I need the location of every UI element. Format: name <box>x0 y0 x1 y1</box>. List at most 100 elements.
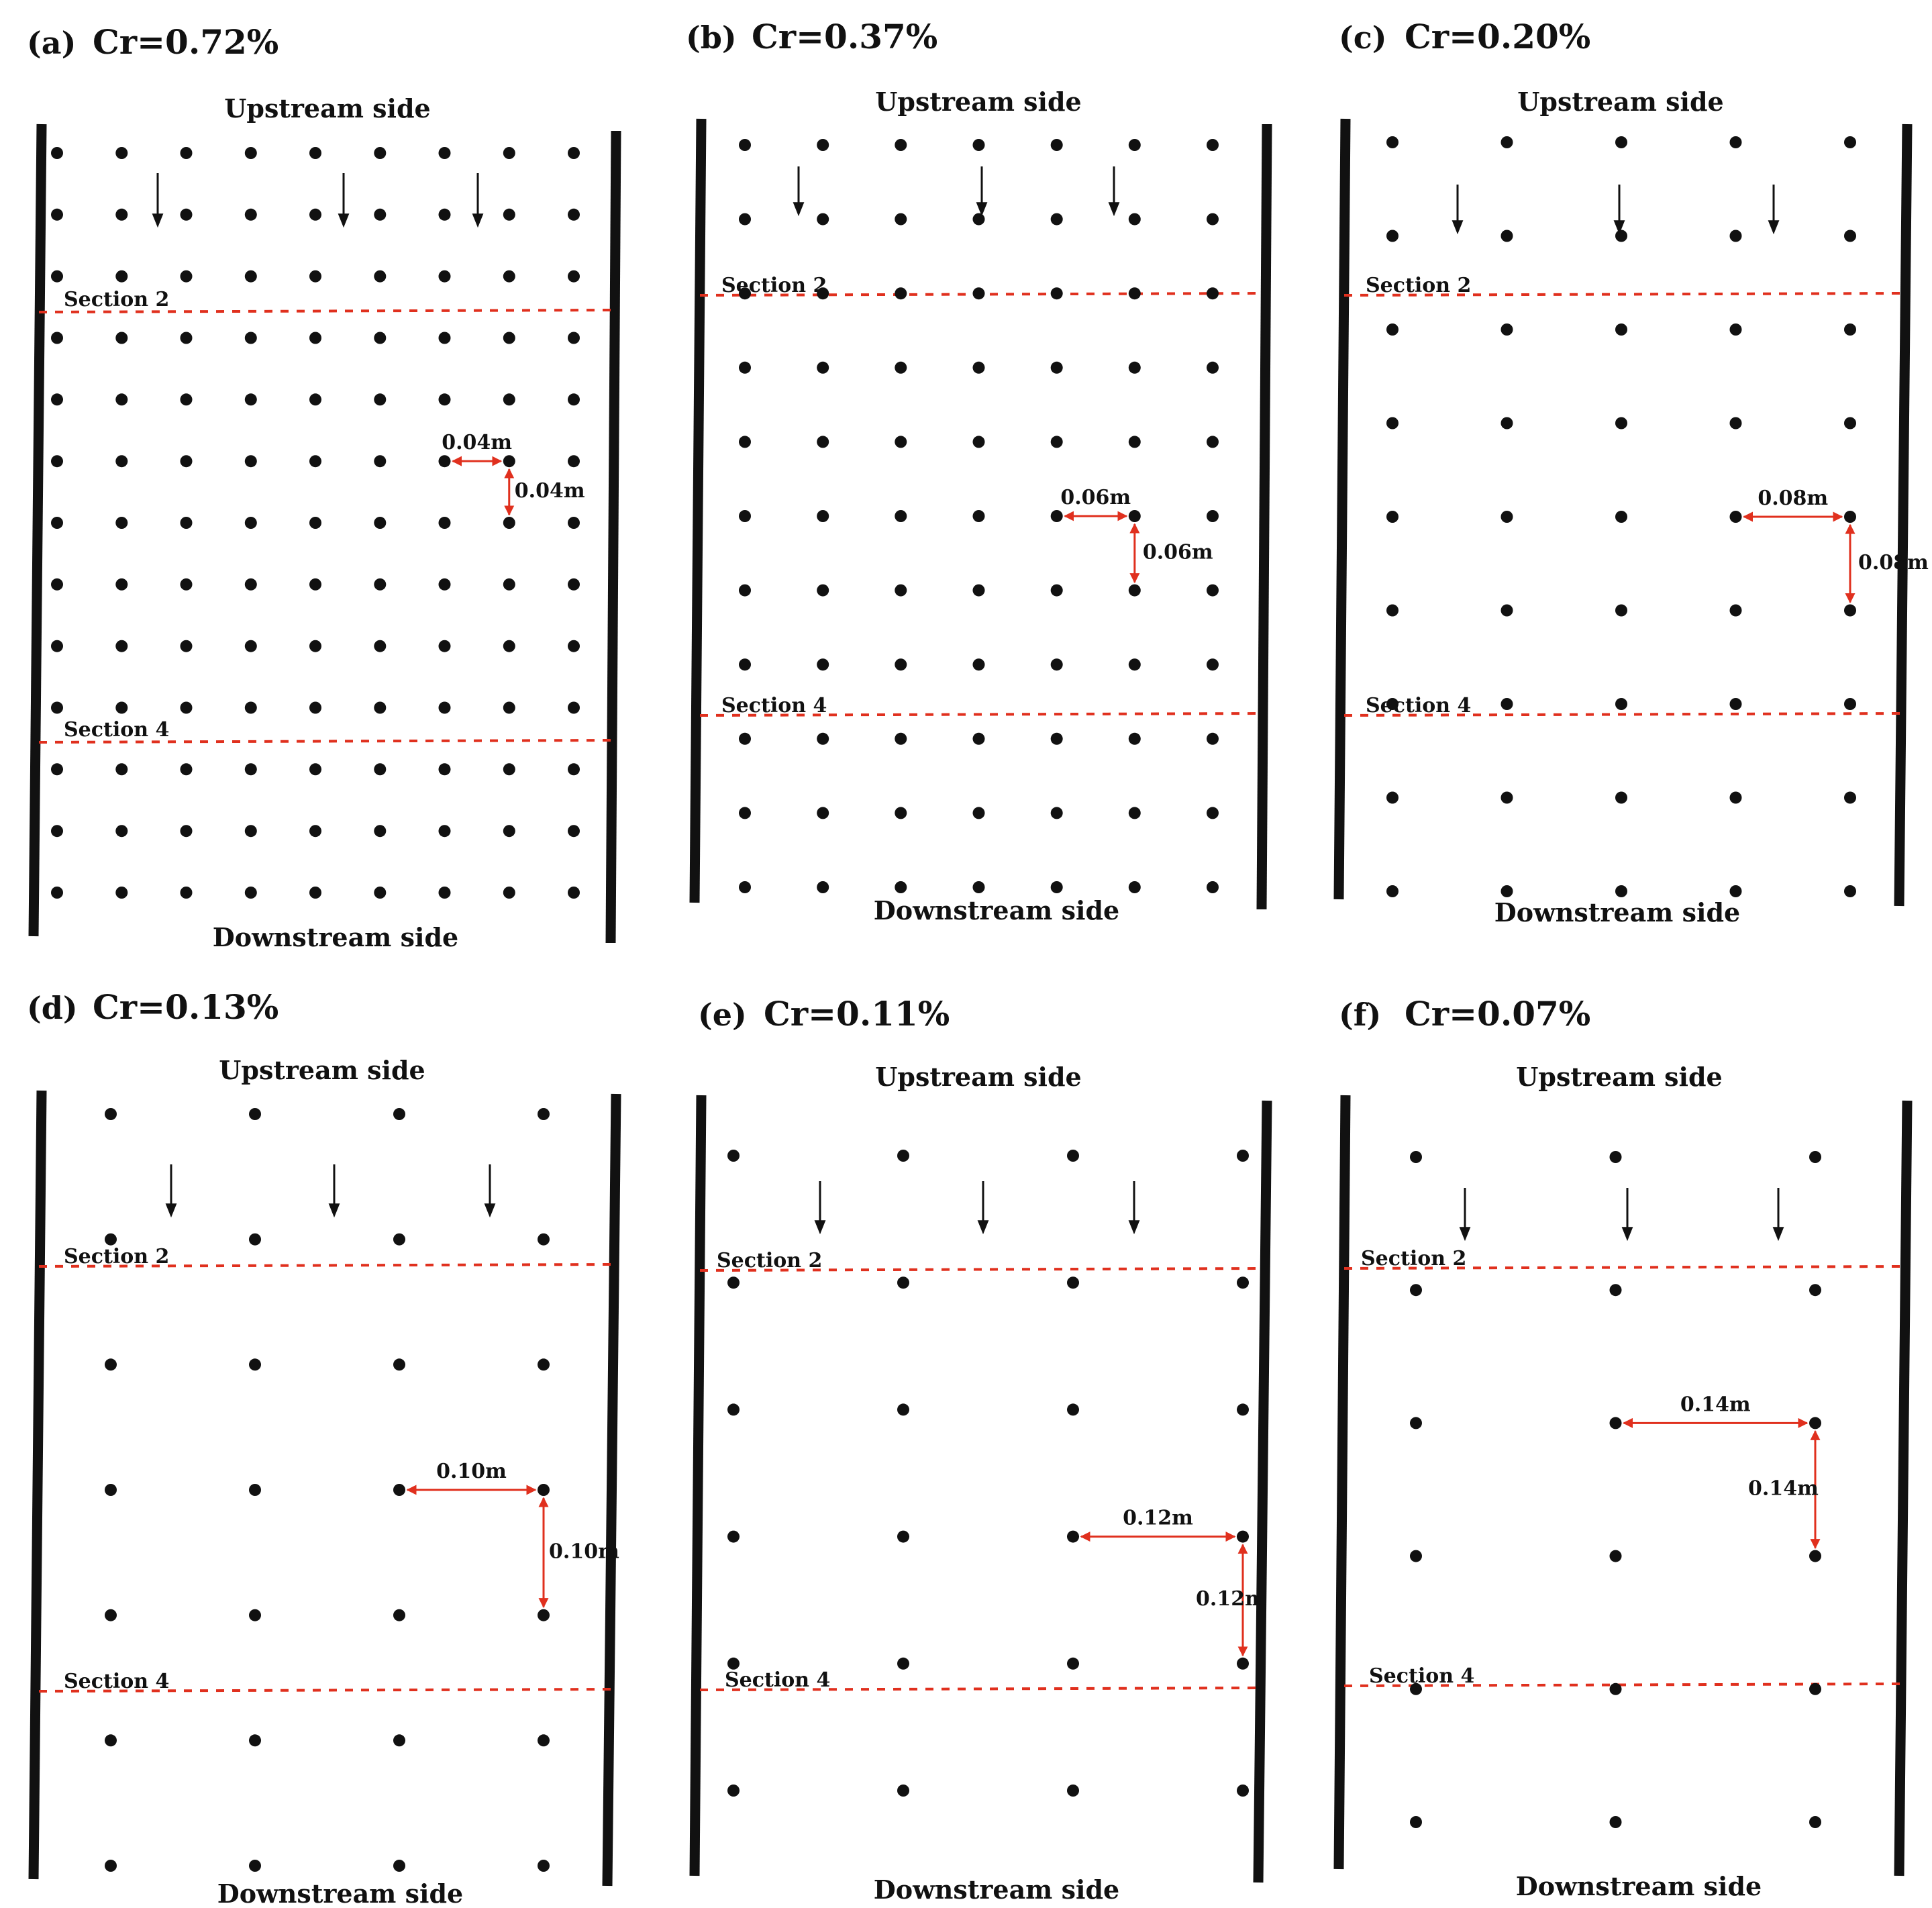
cylinder-dot <box>1386 136 1399 148</box>
cylinder-dot <box>244 208 257 221</box>
downstream-label: Downstream side <box>1516 1871 1762 1901</box>
flume-wall-left <box>28 123 47 937</box>
cylinder-dot <box>1128 139 1141 151</box>
cylinder-dot <box>568 208 580 221</box>
cylinder-dot <box>1207 436 1219 448</box>
cylinder-dot <box>249 1358 261 1371</box>
cylinder-dot <box>374 517 387 529</box>
section-4-line <box>699 712 1262 717</box>
cylinder-dot <box>180 763 193 776</box>
cylinder-dot <box>374 270 387 283</box>
cylinder-grid <box>1386 136 1856 897</box>
section-2-label: Section 2 <box>64 1245 169 1268</box>
horizontal-spacing-label: 0.14m <box>1680 1393 1751 1416</box>
cylinder-dot <box>895 139 907 151</box>
upstream-label: Upstream side <box>875 1062 1082 1092</box>
cylinder-dot <box>1501 698 1513 710</box>
cylinder-dot <box>115 887 128 899</box>
cylinder-dot <box>1237 1785 1249 1797</box>
cylinder-dot <box>249 1108 261 1120</box>
flume-wall-right <box>605 130 621 944</box>
panel-title: Cr=0.13% <box>93 987 278 1027</box>
cylinder-dot <box>393 1233 405 1246</box>
cylinder-dot <box>1501 417 1513 430</box>
flume-wall-left <box>1333 1095 1351 1870</box>
horizontal-spacing-label: 0.06m <box>1060 486 1131 509</box>
cylinder-dot <box>1237 1150 1249 1162</box>
cylinder-dot <box>897 1150 909 1162</box>
cylinder-dot <box>1729 136 1742 148</box>
cylinder-dot <box>438 701 451 714</box>
cylinder-dot <box>105 1233 117 1246</box>
cylinder-dot <box>739 881 751 893</box>
downstream-label: Downstream side <box>874 895 1119 925</box>
cylinder-dot <box>105 1860 117 1872</box>
panel-a: (a) Cr=0.72% Upstream side Downstream side S… <box>27 22 621 952</box>
cylinder-dot <box>1609 1683 1622 1695</box>
cylinder-dot <box>249 1484 261 1496</box>
cylinder-dot <box>105 1484 117 1496</box>
cylinder-dot <box>727 1530 740 1543</box>
cylinder-dot <box>503 332 515 344</box>
cylinder-dot <box>897 1785 909 1797</box>
cylinder-dot <box>1729 417 1742 430</box>
cylinder-dot <box>503 270 515 283</box>
cylinder-dot <box>895 584 907 597</box>
cylinder-dot <box>1501 885 1513 897</box>
cylinder-dot <box>739 361 751 374</box>
flume-wall-left <box>689 1095 707 1876</box>
cylinder-dot <box>895 807 907 819</box>
cylinder-dot <box>1386 230 1399 242</box>
cylinder-dot <box>538 1233 550 1246</box>
section-2-label: Section 2 <box>1366 274 1471 297</box>
cylinder-dot <box>309 578 321 591</box>
cylinder-dot <box>897 1657 909 1670</box>
section-2-label: Section 2 <box>1361 1247 1466 1270</box>
section-2-label: Section 2 <box>64 288 169 311</box>
cylinder-dot <box>1128 658 1141 671</box>
cylinder-dot <box>972 881 985 893</box>
section-4-line <box>699 1687 1262 1691</box>
cylinder-dot <box>105 1609 117 1621</box>
cylinder-dot <box>739 436 751 448</box>
panel-label: (a) <box>27 25 76 61</box>
cylinder-dot <box>51 701 63 714</box>
cylinder-dot <box>1050 213 1063 225</box>
cylinder-dot <box>1501 511 1513 523</box>
cylinder-dot <box>538 1734 550 1747</box>
cylinder-dot <box>1050 287 1063 300</box>
cylinder-dot <box>438 825 451 838</box>
cylinder-dot <box>51 640 63 652</box>
section-4-label: Section 4 <box>1366 694 1471 717</box>
cylinder-dot <box>817 584 829 597</box>
panel-e: (e) Cr=0.11% Upstream side Downstream side S… <box>689 994 1272 1905</box>
cylinder-dot <box>1207 658 1219 671</box>
cylinder-grid <box>1410 1151 1821 1828</box>
cylinder-dot <box>503 393 515 406</box>
cylinder-dot <box>309 393 321 406</box>
cylinder-dot <box>739 287 751 300</box>
cylinder-dot <box>727 1785 740 1797</box>
section-4-label: Section 4 <box>721 694 827 717</box>
cylinder-dot <box>438 332 451 344</box>
cylinder-dot <box>727 1657 740 1670</box>
cylinder-dot <box>1386 511 1399 523</box>
cylinder-grid <box>727 1150 1249 1797</box>
cylinder-dot <box>309 640 321 652</box>
cylinder-dot <box>1410 1417 1422 1429</box>
cylinder-dot <box>51 887 63 899</box>
cylinder-dot <box>51 455 63 468</box>
panel-f: (f) Cr=0.07% Upstream side Downstream side S… <box>1333 994 1913 1901</box>
cylinder-dot <box>105 1358 117 1371</box>
cylinder-dot <box>972 139 985 151</box>
cylinder-dot <box>180 578 193 591</box>
cylinder-dot <box>1207 881 1219 893</box>
cylinder-dot <box>1844 698 1856 710</box>
cylinder-dot <box>374 763 387 776</box>
cylinder-dot <box>374 640 387 652</box>
cylinder-dot <box>1207 361 1219 374</box>
panel-title: Cr=0.11% <box>764 994 950 1034</box>
flume-wall-right <box>1256 123 1272 910</box>
cylinder-dot <box>1609 1284 1622 1297</box>
cylinder-dot <box>1615 417 1627 430</box>
